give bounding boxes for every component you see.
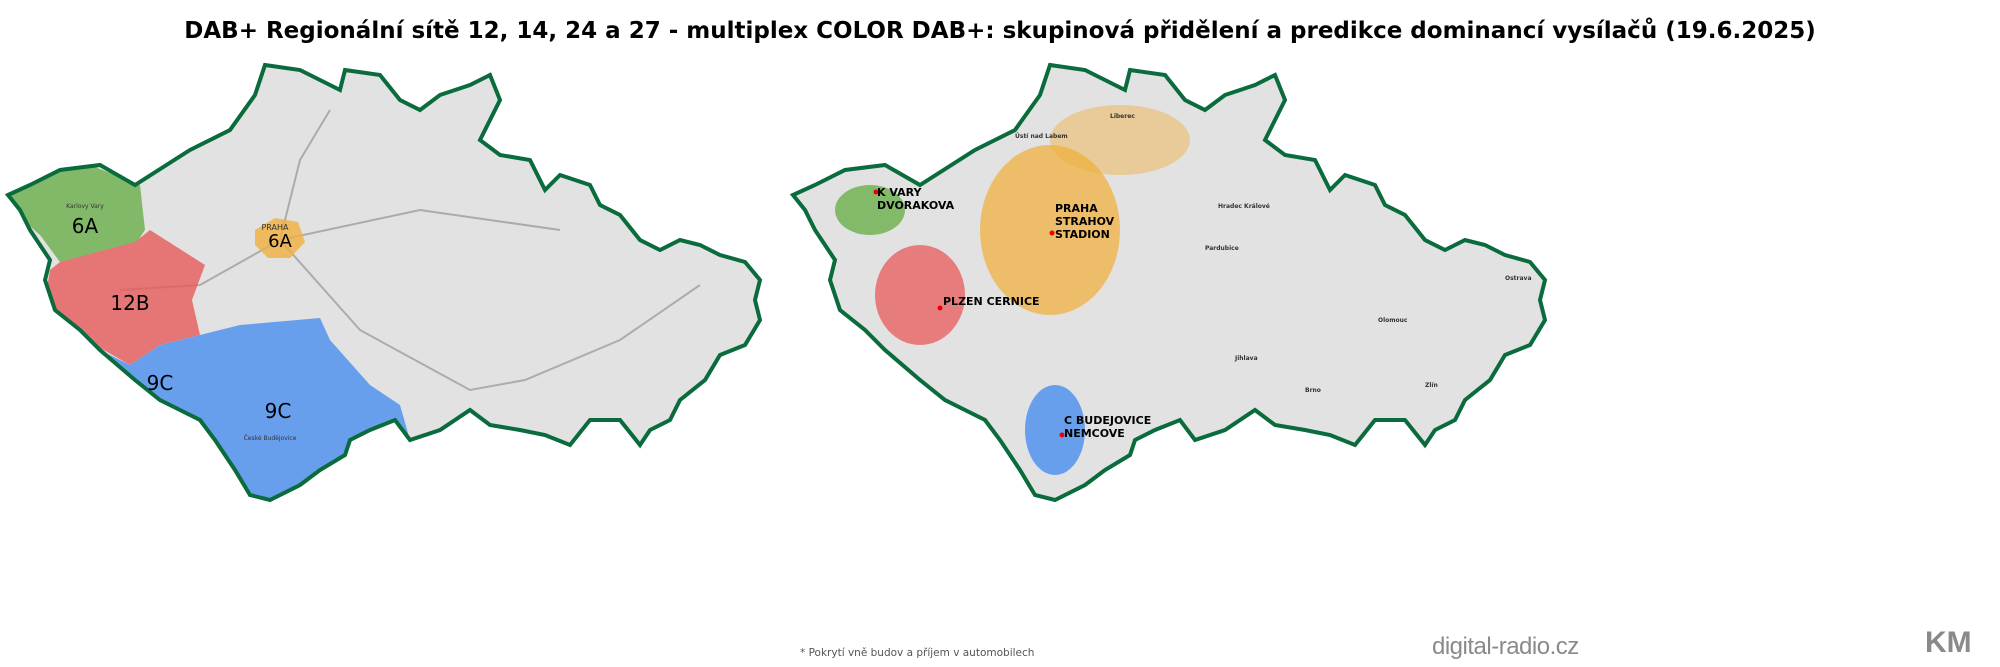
left-map: 6A 12B 9C 9C 6A PRAHA Karlovy Vary České… [6, 63, 762, 502]
right-map: K VARY DVORAKOVA PRAHA STRAHOV STADION P… [791, 63, 1547, 502]
page-title: DAB+ Regionální sítě 12, 14, 24 a 27 - m… [184, 18, 1816, 44]
site-logo-text[interactable]: digital-radio.cz [1432, 633, 1579, 660]
region-label: 9C [265, 399, 292, 423]
region-label: 12B [110, 291, 149, 315]
transmitter-marker [937, 305, 943, 311]
coverage-praha [980, 145, 1120, 315]
city-label: Ostrava [1505, 275, 1532, 282]
coverage-kvary [835, 185, 905, 235]
city-label: Hradec Králové [1218, 203, 1270, 210]
city-label: Olomouc [1378, 317, 1408, 324]
highway [279, 109, 331, 241]
transmitter-label: PLZEN CERNICE [943, 295, 1040, 308]
footnote: * Pokrytí vně budov a příjem v automobil… [800, 647, 1035, 659]
region-6a-green [8, 165, 145, 262]
region-6a-orange-praha [255, 218, 305, 258]
transmitter-label: NEMCOVE [1064, 427, 1125, 440]
city-label: České Budějovice [244, 435, 297, 442]
transmitter-label: STRAHOV [1055, 215, 1115, 228]
region-label: 6A [268, 231, 292, 252]
transmitter-label: K VARY [877, 186, 923, 199]
region-12b-red [45, 230, 205, 365]
coverage-cbudejovice [1025, 385, 1085, 475]
transmitter-label: STADION [1055, 228, 1110, 241]
city-label: Brno [1305, 387, 1321, 394]
city-label: Zlín [1425, 382, 1438, 389]
transmitter-label: PRAHA [1055, 202, 1098, 215]
city-label: Jihlava [1234, 355, 1258, 362]
transmitter-label: C BUDEJOVICE [1064, 414, 1151, 427]
coverage-praha-north [1050, 105, 1190, 175]
km-logo: KM [1925, 626, 1972, 659]
transmitter-marker [873, 189, 879, 195]
region-9c-blue [100, 318, 410, 500]
city-label: Pardubice [1205, 245, 1239, 252]
coverage-plzen [875, 245, 965, 345]
region-label: 6A [72, 214, 99, 238]
highway [279, 239, 701, 392]
city-label: Ústí nad Labem [1015, 133, 1068, 140]
city-label: Karlovy Vary [66, 203, 104, 210]
transmitter-label: DVORAKOVA [877, 199, 955, 212]
region-label: 9C [147, 371, 174, 395]
city-label: Liberec [1110, 113, 1135, 120]
highway [279, 208, 561, 241]
city-label: PRAHA [261, 223, 289, 232]
transmitter-marker [1049, 230, 1055, 236]
transmitter-marker [1059, 432, 1065, 438]
